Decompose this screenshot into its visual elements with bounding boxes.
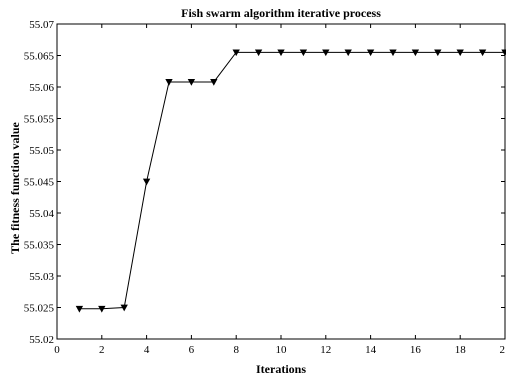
- y-tick-label: 55.02: [29, 334, 54, 346]
- data-point: [478, 49, 487, 57]
- x-tick-label: 14: [365, 344, 377, 356]
- data-point: [389, 49, 397, 57]
- y-axis: 55.0255.02555.0355.03555.0455.04555.0555…: [24, 19, 505, 346]
- data-point: [456, 49, 464, 57]
- y-tick-label: 55.065: [24, 51, 55, 63]
- x-axis: 0 2 4 6 8 10 12 14 16 18 2: [54, 24, 506, 356]
- y-tick-label: 55.05: [29, 145, 54, 157]
- series-line: [79, 51, 505, 310]
- x-tick-label: 12: [320, 344, 331, 356]
- y-tick-label: 55.035: [24, 240, 55, 252]
- y-tick-label: 55.04: [29, 208, 54, 220]
- data-point: [344, 49, 352, 57]
- y-tick-label: 55.07: [29, 19, 54, 31]
- x-tick-label: 2: [99, 344, 105, 356]
- x-tick-label: 6: [189, 344, 195, 356]
- data-point: [142, 178, 151, 186]
- y-tick-label: 55.025: [24, 303, 55, 315]
- data-point: [165, 79, 173, 86]
- data-point: [254, 49, 263, 57]
- data-point: [366, 49, 375, 57]
- y-axis-label: The fitness function value: [8, 121, 22, 253]
- y-tick-label: 55.03: [29, 271, 54, 283]
- data-point: [187, 79, 196, 86]
- data-point: [299, 49, 308, 57]
- data-point: [75, 305, 84, 313]
- data-point: [120, 304, 128, 312]
- x-tick-label: 4: [144, 344, 150, 356]
- data-point: [501, 49, 506, 57]
- data-point: [277, 49, 285, 57]
- y-tick-label: 55.06: [29, 82, 54, 94]
- data-point: [98, 305, 106, 313]
- chart-title: Fish swarm algorithm iterative process: [181, 6, 381, 20]
- data-point: [232, 49, 240, 57]
- x-tick-label: 18: [455, 344, 467, 356]
- x-tick-label: 16: [410, 344, 422, 356]
- x-tick-label: 8: [233, 344, 239, 356]
- x-axis-label: Iterations: [256, 362, 306, 376]
- y-tick-label: 55.045: [24, 177, 55, 189]
- series-markers: [75, 49, 506, 313]
- plot-frame: [56, 23, 506, 340]
- data-point: [411, 49, 420, 57]
- x-tick-label: 0: [54, 344, 60, 356]
- data-point: [210, 79, 218, 86]
- data-point: [434, 49, 442, 57]
- data-point: [322, 49, 330, 57]
- y-tick-label: 55.055: [24, 114, 55, 126]
- x-tick-label: 10: [276, 344, 288, 356]
- x-tick-label: 2: [500, 344, 506, 356]
